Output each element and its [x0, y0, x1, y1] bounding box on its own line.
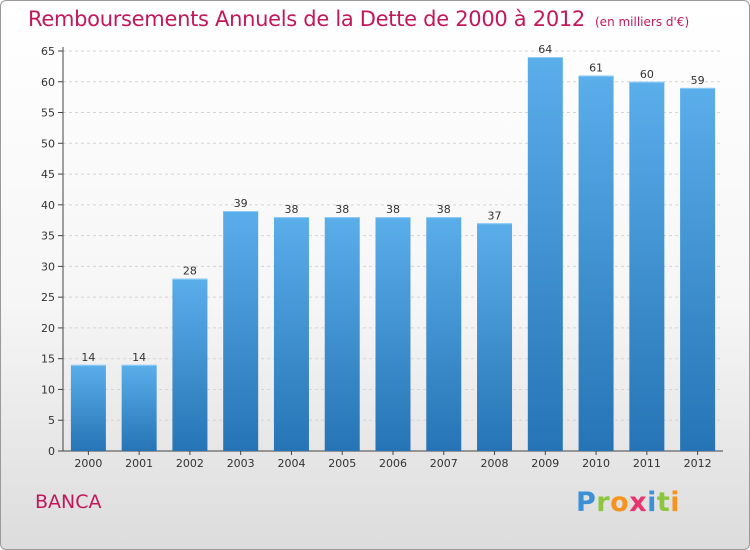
x-tick-label: 2010	[582, 457, 610, 470]
x-tick-label: 2000	[74, 457, 102, 470]
y-tick-label: 50	[41, 137, 55, 150]
y-tick-label: 45	[41, 168, 55, 181]
bar	[273, 217, 309, 451]
proxiti-logo: Proxiti	[576, 487, 680, 518]
x-tick-label: 2011	[633, 457, 661, 470]
logo-letter: i	[647, 487, 657, 518]
x-tick-label: 2006	[379, 457, 407, 470]
y-tick-label: 25	[41, 291, 55, 304]
y-tick-label: 5	[48, 414, 55, 427]
y-tick-label: 35	[41, 230, 55, 243]
x-tick-label: 2005	[328, 457, 356, 470]
data-label: 28	[183, 265, 197, 278]
bar	[680, 87, 716, 451]
x-tick-label: 2003	[227, 457, 255, 470]
data-label: 38	[335, 203, 349, 216]
bar	[629, 81, 665, 452]
logo-letter: r	[596, 487, 611, 518]
bar	[172, 278, 208, 451]
bar	[527, 57, 563, 452]
y-tick-label: 30	[41, 260, 55, 273]
logo-letter: x	[629, 487, 648, 518]
data-label: 60	[640, 68, 654, 81]
region-name: BANCA	[35, 491, 102, 513]
bar	[477, 223, 513, 451]
data-label: 59	[691, 74, 705, 87]
data-label: 38	[386, 203, 400, 216]
chart-title-text: Remboursements Annuels de la Dette de 20…	[28, 7, 585, 31]
bar	[426, 217, 462, 451]
x-tick-label: 2008	[481, 457, 509, 470]
data-label: 38	[284, 203, 298, 216]
data-label: 64	[538, 43, 552, 56]
data-label: 14	[132, 351, 146, 364]
logo-letter: t	[656, 487, 671, 518]
bars	[70, 57, 716, 452]
chart-title: Remboursements Annuels de la Dette de 20…	[28, 7, 689, 31]
bar	[324, 217, 360, 451]
data-label: 38	[437, 203, 451, 216]
data-label: 39	[234, 197, 248, 210]
logo-letter: P	[576, 487, 597, 518]
x-tick-label: 2001	[125, 457, 153, 470]
x-tick-label: 2012	[684, 457, 712, 470]
data-label: 14	[81, 351, 95, 364]
y-tick-label: 10	[41, 383, 55, 396]
y-tick-label: 65	[41, 45, 55, 58]
chart-subtitle: (en milliers d'€)	[595, 15, 690, 29]
y-tick-label: 0	[48, 445, 55, 458]
y-tick-label: 60	[41, 76, 55, 89]
y-tick-label: 15	[41, 353, 55, 366]
bar	[121, 364, 157, 451]
y-tick-label: 40	[41, 199, 55, 212]
y-tick-label: 20	[41, 322, 55, 335]
bar	[578, 75, 614, 451]
x-tick-label: 2002	[176, 457, 204, 470]
data-label: 37	[488, 209, 502, 222]
x-tick-label: 2007	[430, 457, 458, 470]
logo-letter: i	[670, 487, 681, 518]
x-tick-label: 2004	[277, 457, 305, 470]
bar	[223, 211, 259, 451]
y-tick-label: 55	[41, 107, 55, 120]
x-tick-label: 2009	[531, 457, 559, 470]
bar	[375, 217, 411, 451]
bar	[70, 364, 106, 451]
logo-letter: o	[610, 487, 630, 518]
data-label: 61	[589, 62, 603, 75]
data-labels: 14 14 28 39 38 38 38 38 37 64 61 60 59	[81, 43, 704, 364]
